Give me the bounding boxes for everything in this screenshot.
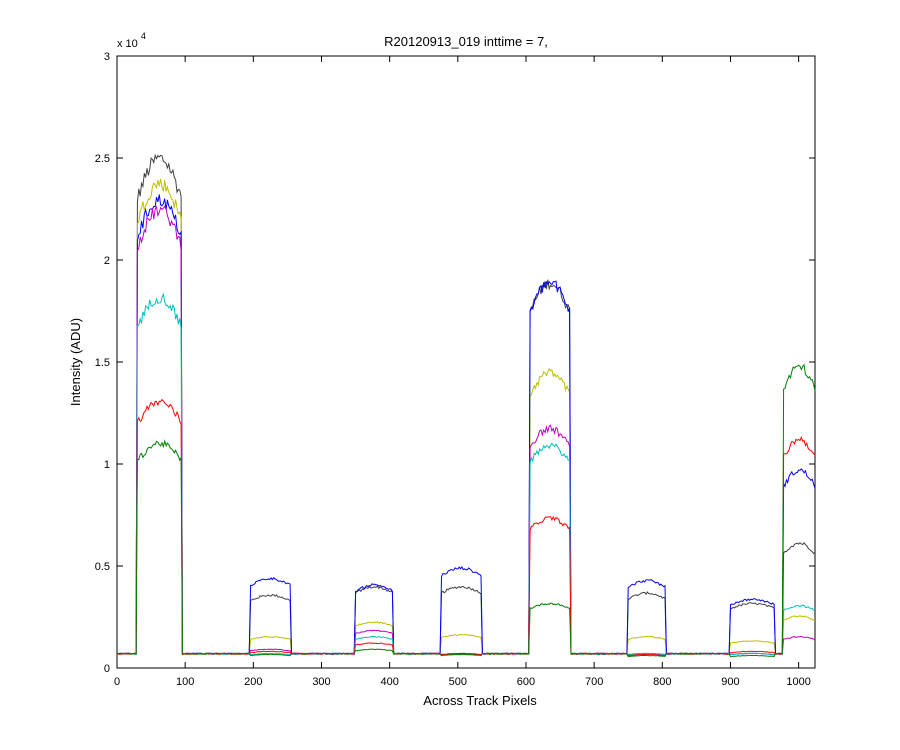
chart-title: R20120913_019 inttime = 7, — [384, 34, 548, 49]
series-line — [116, 363, 816, 658]
x-axis-label: Across Track Pixels — [423, 693, 537, 708]
y-tick-label: 1 — [104, 459, 110, 471]
y-tick-label: 0.5 — [95, 561, 110, 573]
y-axis-multiplier-exponent: 4 — [141, 31, 146, 41]
x-tick-label: 400 — [380, 676, 398, 688]
x-tick-label: 100 — [176, 676, 194, 688]
y-tick-label: 3 — [104, 51, 110, 63]
x-tick-label: 600 — [517, 676, 535, 688]
y-axis-label: Intensity (ADU) — [68, 318, 83, 406]
y-axis-multiplier-base: x 10 — [117, 38, 138, 50]
x-tick-label: 800 — [653, 676, 671, 688]
x-tick-label: 300 — [312, 676, 330, 688]
series-layer — [116, 153, 816, 658]
x-tick-label: 1000 — [786, 676, 810, 688]
y-axis-multiplier: x 10 4 — [117, 31, 146, 50]
x-tick-label: 900 — [721, 676, 739, 688]
y-axis-ticks: 0 0.5 1 1.5 2 2.5 3 — [95, 51, 815, 675]
y-tick-label: 1.5 — [95, 357, 110, 369]
x-tick-label: 200 — [244, 676, 262, 688]
plot-area — [116, 55, 816, 669]
y-tick-label: 2 — [104, 255, 110, 267]
x-tick-label: 700 — [585, 676, 603, 688]
y-tick-label: 2.5 — [95, 153, 110, 165]
x-tick-label: 0 — [114, 676, 120, 688]
x-tick-label: 500 — [449, 676, 467, 688]
x-axis-ticks: 0 100 200 300 400 500 600 700 800 900 1000 — [114, 56, 811, 688]
y-tick-label: 0 — [104, 663, 110, 675]
